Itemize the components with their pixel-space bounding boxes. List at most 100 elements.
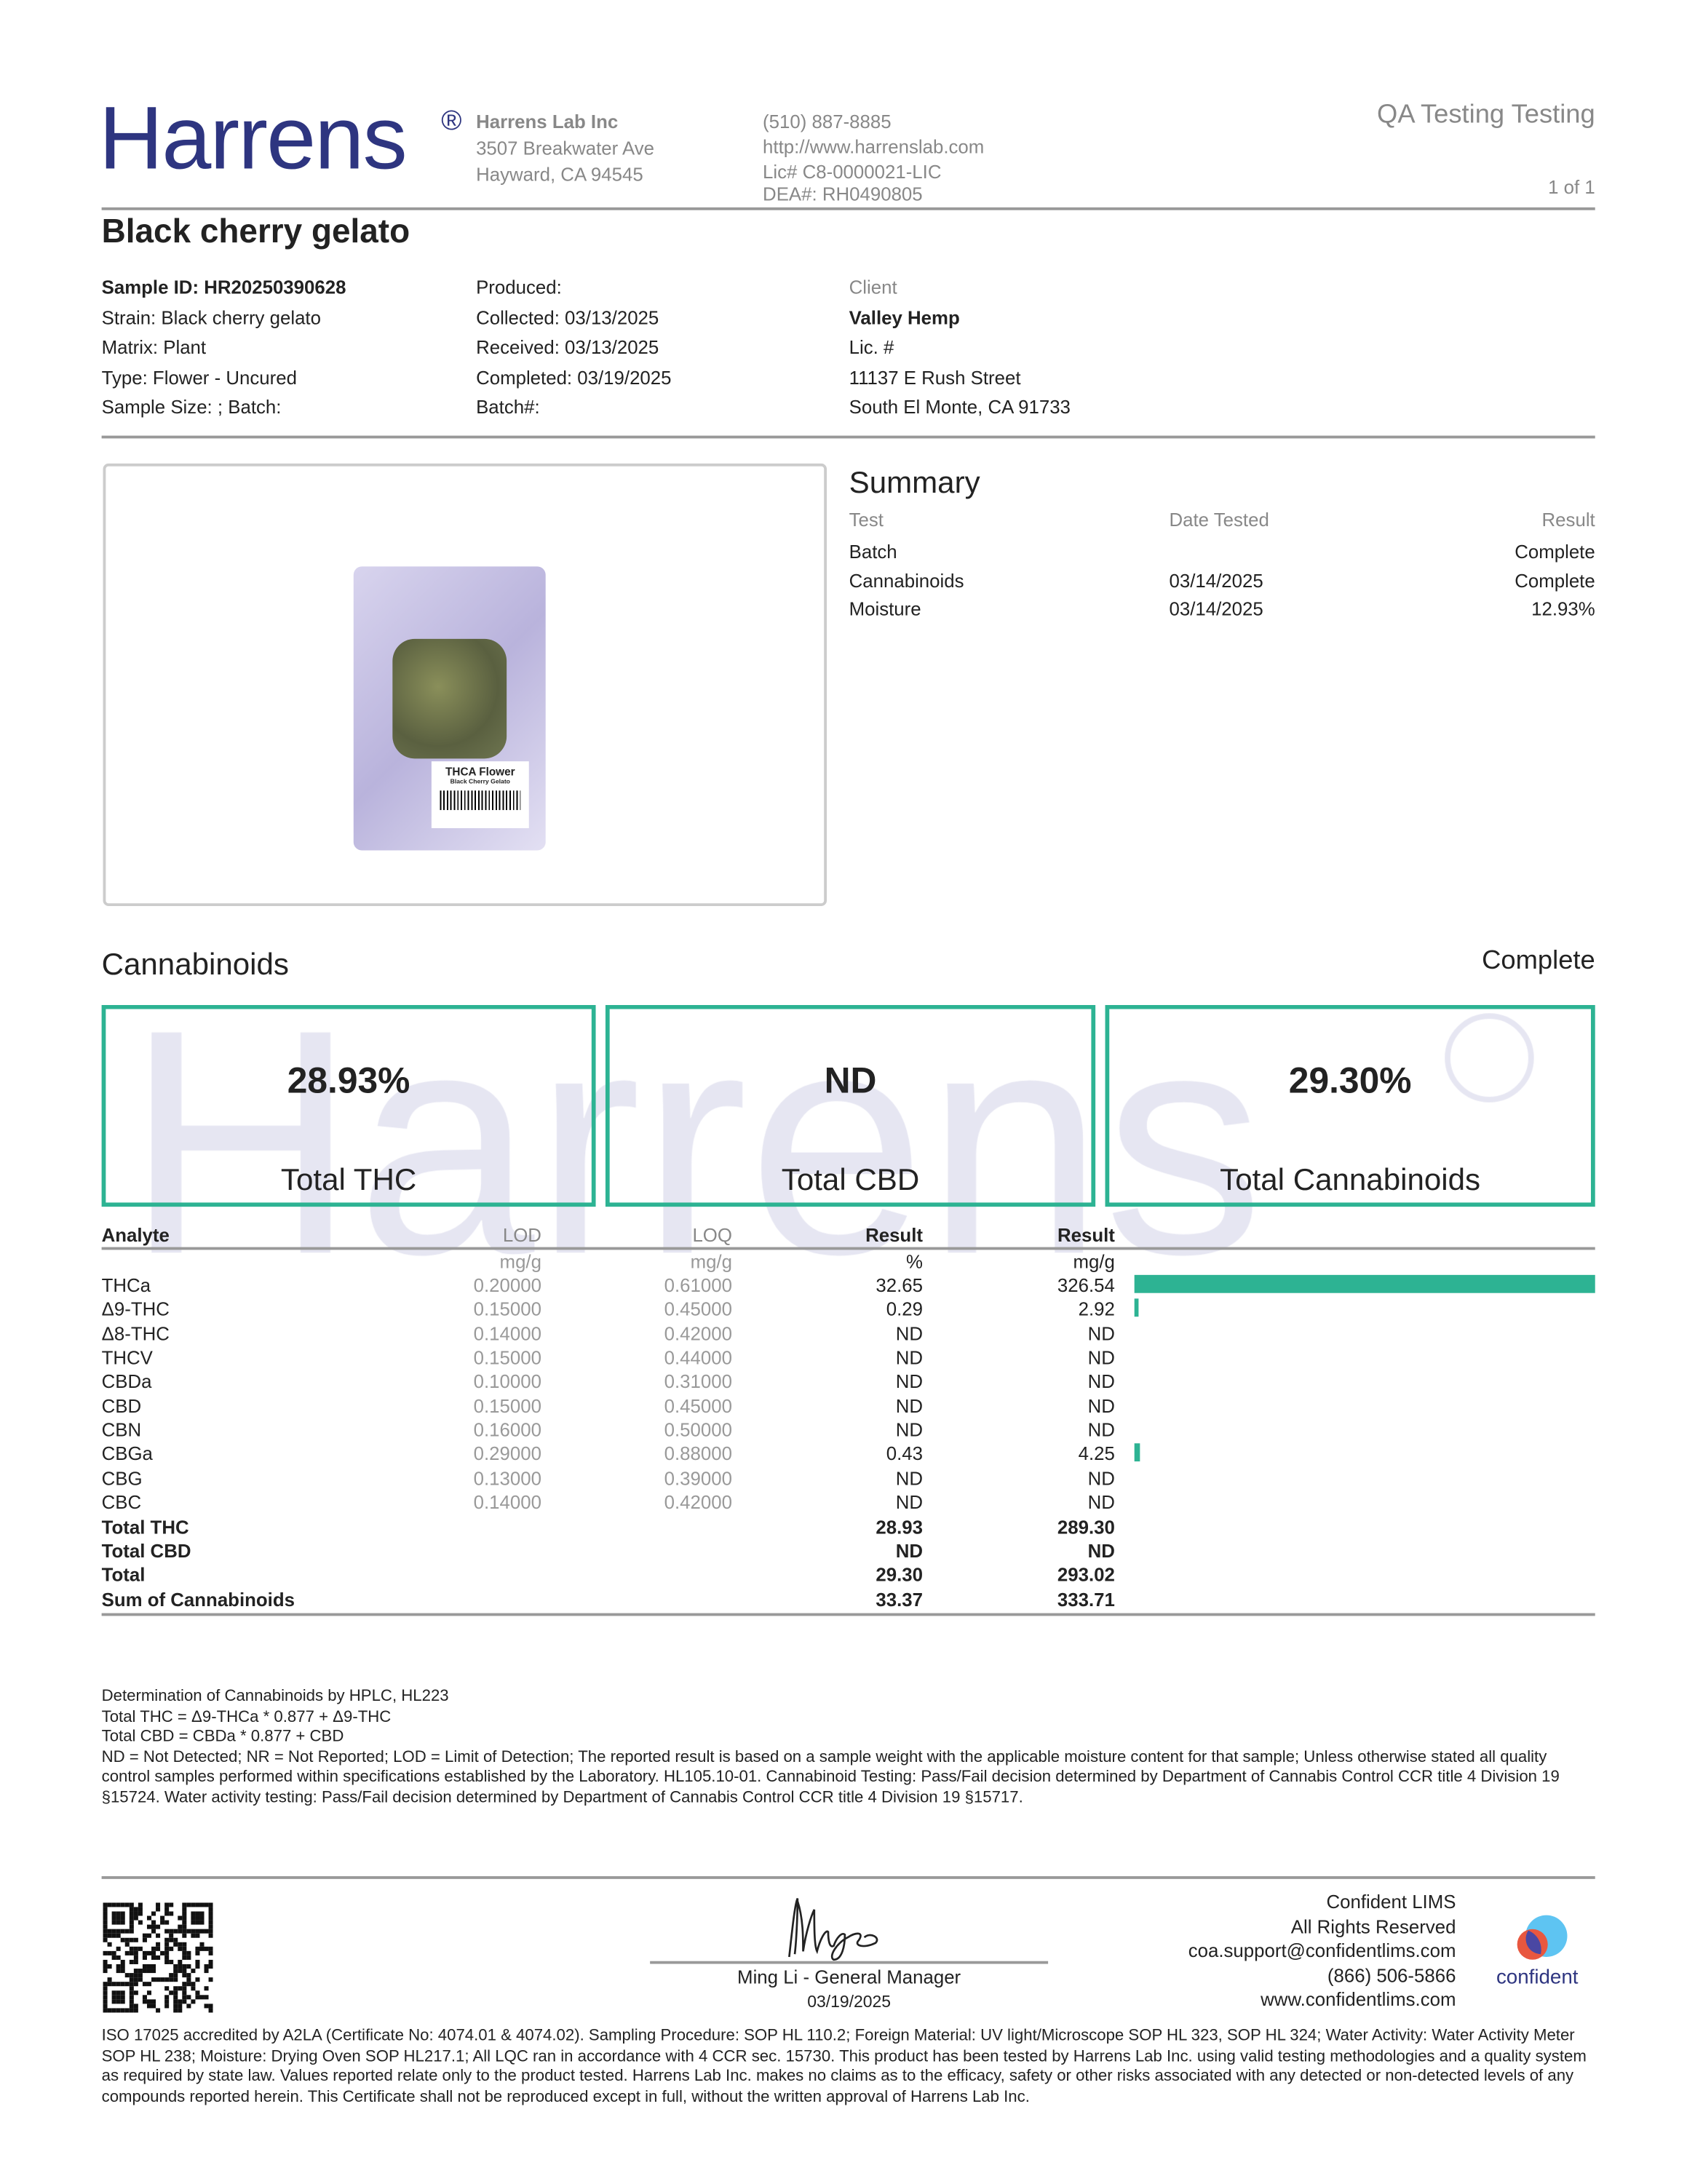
- result-mg: ND: [1087, 1468, 1115, 1489]
- cannabinoids-status: Complete: [1482, 946, 1595, 976]
- header-lod: LOD: [502, 1225, 541, 1246]
- loq-value: 0.42000: [664, 1323, 732, 1344]
- vendor-email[interactable]: coa.support@confidentlims.com: [1188, 1940, 1456, 1961]
- header-result-pct: Result: [865, 1225, 923, 1246]
- lab-license: Lic# C8-0000021-LIC: [763, 161, 942, 183]
- card-label: Total CBD: [781, 1162, 920, 1197]
- analyte-name: Total: [101, 1565, 146, 1586]
- client-street: 11137 E Rush Street: [849, 367, 1021, 389]
- result-pct: ND: [895, 1492, 923, 1514]
- result-pct: ND: [895, 1468, 923, 1489]
- qr-code[interactable]: [103, 1902, 213, 2013]
- table-row: CBD 0.15000 0.45000 ND ND: [102, 1396, 1595, 1420]
- bag-label-title: THCA Flower: [445, 765, 515, 779]
- client-city: South El Monte, CA 91733: [849, 397, 1071, 418]
- result-mg: ND: [1087, 1540, 1115, 1562]
- result-pct: ND: [895, 1540, 923, 1562]
- lod-value: 0.16000: [473, 1419, 541, 1441]
- lod-value: 0.14000: [473, 1492, 541, 1514]
- table-row: CBC 0.14000 0.42000 ND ND: [102, 1492, 1595, 1516]
- total-row: Total CBD ND ND: [102, 1541, 1595, 1565]
- bag-label: THCA Flower Black Cherry Gelato: [431, 761, 529, 828]
- result-pct: 28.93: [876, 1516, 923, 1538]
- result-pct: ND: [895, 1347, 923, 1369]
- card-value: 29.30%: [1288, 1059, 1412, 1101]
- analyte-name: Δ8-THC: [101, 1323, 170, 1344]
- loq-value: 0.50000: [664, 1419, 732, 1441]
- vendor-name: Confident LIMS: [1326, 1891, 1456, 1913]
- flower-buds: [392, 638, 507, 759]
- analyte-name: CBDa: [101, 1371, 152, 1393]
- loq-value: 0.42000: [664, 1492, 732, 1514]
- divider: [101, 435, 1595, 439]
- note-total-thc: Total THC = Δ9-THCa * 0.877 + Δ9-THC: [101, 1707, 392, 1726]
- table-header: Analyte LOD LOQ Result Result: [102, 1225, 1595, 1249]
- summary-date: 03/14/2025: [1169, 598, 1263, 620]
- strain: Strain: Black cherry gelato: [101, 306, 321, 328]
- units-row: mg/g mg/g % mg/g: [102, 1251, 1595, 1275]
- result-pct: ND: [895, 1395, 923, 1417]
- lab-website[interactable]: http://www.harrenslab.com: [763, 136, 985, 158]
- card-value: 28.93%: [287, 1059, 410, 1101]
- confident-logo-text: confident: [1496, 1966, 1579, 1989]
- result-mg: 293.02: [1057, 1565, 1115, 1586]
- result-mg: ND: [1087, 1395, 1115, 1417]
- type: Type: Flower - Uncured: [101, 367, 297, 389]
- summary-result: 12.93%: [1531, 598, 1595, 620]
- summary-result: Complete: [1515, 570, 1595, 591]
- table-row: THCV 0.15000 0.44000 ND ND: [102, 1347, 1595, 1371]
- sample-info: Sample ID: HR20250390628 Strain: Black c…: [102, 273, 346, 423]
- summary-title: Summary: [849, 464, 980, 500]
- analyte-name: THCV: [101, 1347, 153, 1369]
- divider: [101, 1613, 1595, 1616]
- analyte-name: Total THC: [101, 1516, 189, 1538]
- client-label: Client: [849, 277, 897, 298]
- analyte-name: Total CBD: [101, 1540, 191, 1562]
- loq-value: 0.44000: [664, 1347, 732, 1369]
- result-pct: 0.43: [886, 1444, 923, 1465]
- lod-value: 0.15000: [473, 1395, 541, 1417]
- vendor-website[interactable]: www.confidentlims.com: [1261, 1988, 1456, 2010]
- loq-value: 0.61000: [664, 1274, 732, 1296]
- note-definitions: ND = Not Detected; NR = Not Reported; LO…: [101, 1747, 1560, 1806]
- result-mg: ND: [1087, 1323, 1115, 1344]
- signature-line: [650, 1961, 1049, 1964]
- lod-value: 0.10000: [473, 1371, 541, 1393]
- table-row: CBN 0.16000 0.50000 ND ND: [102, 1420, 1595, 1444]
- header-analyte: Analyte: [101, 1225, 170, 1246]
- signature-date: 03/19/2025: [807, 1991, 892, 2012]
- collected: Collected: 03/13/2025: [476, 306, 659, 328]
- note-method: Determination of Cannabinoids by HPLC, H…: [101, 1686, 449, 1705]
- unit-pct: %: [906, 1251, 923, 1273]
- summary-date: 03/14/2025: [1169, 570, 1263, 591]
- analyte-name: Δ9-THC: [101, 1299, 170, 1320]
- summary-header-date: Date Tested: [1169, 509, 1269, 531]
- harrens-logo: Harrens: [98, 87, 408, 188]
- lab-address-1: 3507 Breakwater Ave: [476, 138, 655, 159]
- footer-disclaimer: ISO 17025 accredited by A2LA (Certificat…: [101, 2026, 1587, 2105]
- analyte-name: CBD: [101, 1395, 142, 1417]
- unit-lod: mg/g: [499, 1251, 541, 1273]
- divider: [101, 1247, 1595, 1250]
- lab-phone: (510) 887-8885: [763, 111, 892, 132]
- lod-value: 0.15000: [473, 1347, 541, 1369]
- result-mg: 289.30: [1057, 1516, 1115, 1538]
- table-row: CBDa 0.10000 0.31000 ND ND: [102, 1372, 1595, 1396]
- lod-value: 0.20000: [473, 1274, 541, 1296]
- result-mg: ND: [1087, 1347, 1115, 1369]
- registered-mark: ®: [441, 106, 462, 137]
- loq-value: 0.45000: [664, 1299, 732, 1320]
- result-bar: [1134, 1274, 1595, 1293]
- result-mg: ND: [1087, 1371, 1115, 1393]
- analyte-name: CBG: [101, 1468, 143, 1489]
- total-cbd-card: ND Total CBD: [605, 1004, 1096, 1207]
- summary-test: Cannabinoids: [849, 570, 964, 591]
- signature: [788, 1898, 878, 1961]
- result-mg: 333.71: [1057, 1589, 1115, 1610]
- lab-dea: DEA#: RH0490805: [763, 183, 923, 205]
- client-license: Lic. #: [849, 337, 894, 358]
- produced: Produced:: [476, 277, 562, 298]
- result-mg: ND: [1087, 1492, 1115, 1514]
- client-info: Client Valley Hemp Lic. # 11137 E Rush S…: [849, 273, 1071, 423]
